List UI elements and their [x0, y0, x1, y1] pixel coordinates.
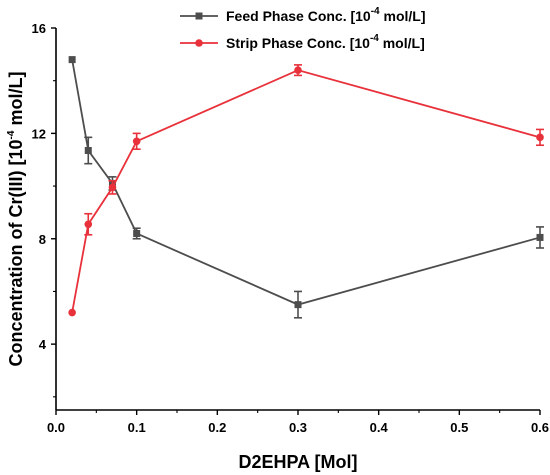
legend-feed-marker: [195, 12, 203, 20]
x-tick-label: 0.2: [208, 420, 226, 435]
x-ticks: 0.0 0.1 0.2 0.3 0.4 0.5 0.6: [47, 410, 549, 435]
data-point: [84, 220, 93, 229]
x-axis-title: D2EHPA [Mol]: [239, 452, 358, 472]
data-point: [68, 308, 76, 317]
data-point: [132, 137, 141, 146]
data-point: [68, 56, 76, 64]
data-point: [108, 183, 117, 192]
series-line: [71, 59, 541, 306]
legend: Feed Phase Conc. [10-4 mol/L] Strip Phas…: [180, 6, 426, 51]
series-layer: [68, 56, 544, 319]
x-tick-label: 0.0: [47, 420, 65, 435]
series-feed: [68, 56, 544, 319]
y-axis-title: Concentration of Cr(III) [10-4 mol/L]: [6, 72, 26, 367]
x-tick-label: 0.3: [289, 420, 307, 435]
data-point: [133, 229, 141, 237]
legend-strip-marker: [195, 39, 203, 47]
data-point: [84, 147, 92, 155]
y-ticks: 4 8 12 16: [32, 21, 56, 398]
data-point: [536, 233, 544, 241]
data-point: [294, 301, 302, 309]
y-tick-label: 4: [39, 337, 47, 352]
legend-item-strip: Strip Phase Conc. [10-4 mol/L]: [180, 33, 425, 51]
data-point: [294, 66, 302, 74]
x-tick-label: 0.6: [531, 420, 549, 435]
series-line: [71, 69, 541, 313]
y-tick-label: 12: [32, 126, 46, 141]
y-tick-label: 8: [39, 232, 46, 247]
x-tick-label: 0.4: [370, 420, 389, 435]
data-point: [536, 133, 544, 142]
y-tick-label: 16: [32, 21, 46, 36]
x-tick-label: 0.5: [450, 420, 468, 435]
series-strip: [68, 64, 544, 317]
x-tick-label: 0.1: [128, 420, 146, 435]
legend-feed-label: Feed Phase Conc. [10-4 mol/L]: [226, 6, 426, 24]
legend-item-feed: Feed Phase Conc. [10-4 mol/L]: [180, 6, 426, 24]
legend-strip-label: Strip Phase Conc. [10-4 mol/L]: [226, 33, 425, 51]
